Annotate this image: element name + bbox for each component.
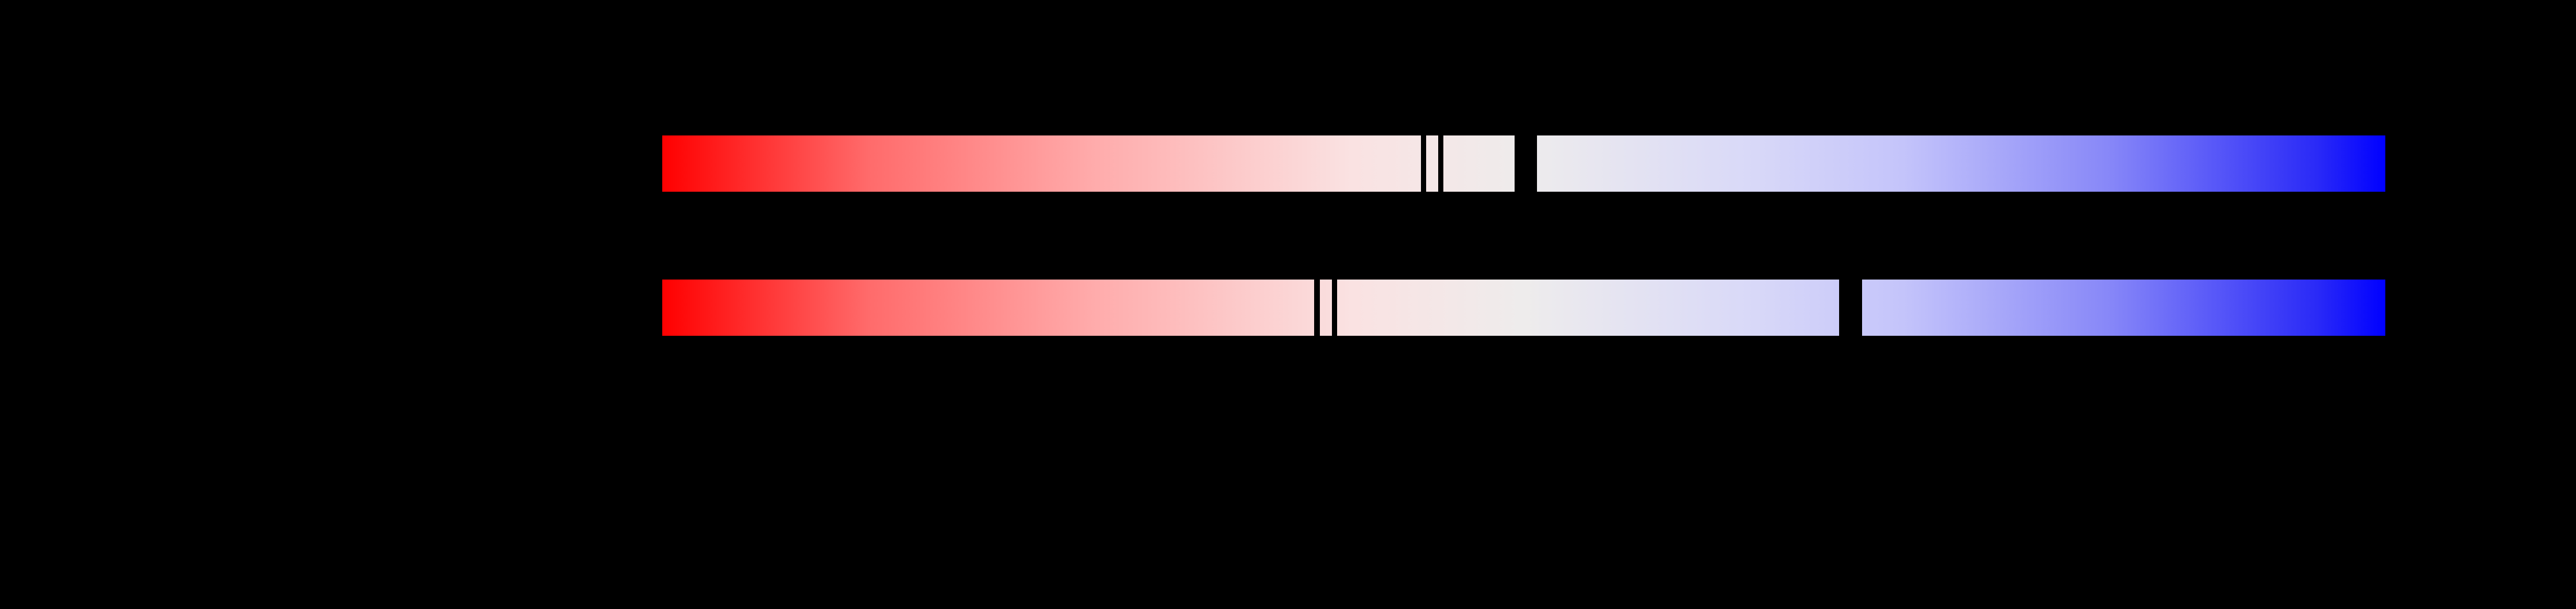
bar-gap [1421,135,1426,192]
bar-gap [1332,279,1337,336]
gradient-bar-1 [662,135,2385,192]
bar-gap [1438,135,1443,192]
bar-gap [1839,279,1862,336]
bar-gap [1314,279,1320,336]
bar-gap [1515,135,1537,192]
gradient-bar-2 [662,279,2385,336]
